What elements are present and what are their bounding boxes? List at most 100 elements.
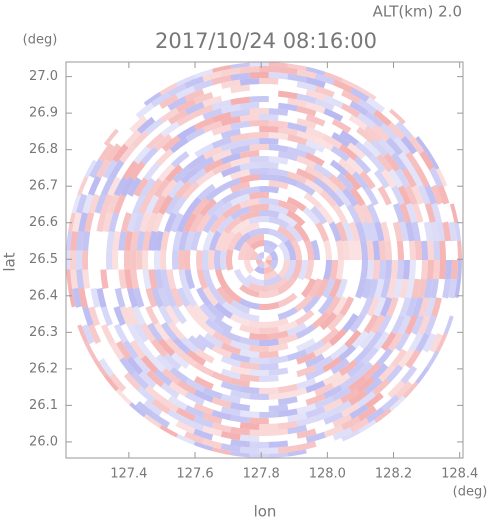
field-cell xyxy=(408,240,417,260)
field-cell xyxy=(137,386,156,404)
field-cell xyxy=(388,331,404,352)
x-unit: (deg) xyxy=(453,485,488,500)
field-cell xyxy=(204,332,224,348)
field-cell xyxy=(239,410,260,418)
field-cell xyxy=(229,339,251,351)
field-cell xyxy=(349,404,369,420)
field-cell xyxy=(190,230,202,251)
field-cell xyxy=(400,365,418,385)
field-cell xyxy=(323,95,344,109)
field-cell xyxy=(277,199,298,214)
field-cell xyxy=(122,160,139,180)
field-cell xyxy=(426,150,442,170)
field-cell xyxy=(392,221,403,242)
field-cell xyxy=(178,351,198,368)
field-cell xyxy=(155,353,174,372)
field-cell xyxy=(129,340,146,360)
field-cell xyxy=(335,278,348,299)
chart-title: 2017/10/24 08:16:00 xyxy=(155,29,377,53)
field-cell xyxy=(154,269,164,290)
field-cell xyxy=(269,260,278,270)
field-cell xyxy=(420,260,428,280)
field-cell xyxy=(215,230,229,251)
field-cell xyxy=(259,186,280,194)
field-cell xyxy=(176,111,196,127)
field-cell xyxy=(102,127,119,146)
field-cell xyxy=(415,366,432,386)
field-cell xyxy=(429,333,443,353)
field-cell xyxy=(349,417,370,433)
field-cell xyxy=(370,139,389,157)
field-cell xyxy=(220,355,241,368)
field-cell xyxy=(277,306,298,321)
x-tick-label: 127.6 xyxy=(176,467,213,482)
field-cell xyxy=(374,408,393,425)
field-cell xyxy=(142,90,162,106)
field-cell xyxy=(268,228,289,244)
field-cell xyxy=(239,434,260,442)
field-cell xyxy=(119,356,136,376)
field-cell xyxy=(408,260,417,280)
field-cell xyxy=(294,294,313,312)
field-cell xyxy=(239,324,260,334)
field-cell xyxy=(391,152,407,172)
field-cell xyxy=(185,378,206,393)
field-cell xyxy=(239,422,260,430)
field-cell xyxy=(249,62,269,67)
field-cell xyxy=(114,287,126,308)
field-cell xyxy=(328,328,347,346)
field-cell xyxy=(212,161,232,176)
field-cell xyxy=(268,156,289,165)
field-cell xyxy=(150,338,168,358)
field-cell xyxy=(287,171,308,184)
field-cell xyxy=(322,357,342,373)
field-cell xyxy=(329,260,339,280)
field-cell xyxy=(116,340,132,360)
field-cell xyxy=(193,428,214,441)
field-cell xyxy=(244,245,255,260)
field-cell xyxy=(312,176,332,194)
field-cell xyxy=(133,177,149,197)
field-cell xyxy=(314,409,335,422)
field-cell xyxy=(265,260,273,266)
field-cell xyxy=(259,138,279,145)
field-cell xyxy=(346,203,361,224)
field-cell xyxy=(360,240,368,260)
field-cell xyxy=(287,387,308,398)
field-cell xyxy=(136,250,143,270)
field-cell xyxy=(196,287,212,307)
field-cell xyxy=(114,388,132,407)
field-cell xyxy=(259,375,279,382)
field-cell xyxy=(220,431,241,441)
field-cell xyxy=(405,151,421,171)
field-cell xyxy=(220,381,241,392)
field-cell xyxy=(305,152,325,167)
field-cell xyxy=(230,313,251,327)
field-cell xyxy=(317,205,335,225)
field-cell xyxy=(269,250,279,260)
field-cell xyxy=(258,197,280,206)
field-cell xyxy=(386,296,399,317)
field-cell xyxy=(229,181,251,193)
field-cell xyxy=(268,216,289,229)
field-cell xyxy=(199,198,217,217)
field-cell xyxy=(123,372,142,391)
field-cell xyxy=(314,382,335,397)
field-cell xyxy=(353,203,367,224)
field-cell xyxy=(385,137,403,156)
field-cell xyxy=(259,114,279,121)
field-cell xyxy=(396,260,404,280)
field-cell xyxy=(323,411,344,425)
field-cell xyxy=(161,368,181,385)
field-cell xyxy=(411,185,425,205)
field-cell xyxy=(417,315,431,336)
field-cell xyxy=(336,172,355,191)
field-cell xyxy=(145,212,158,233)
field-cell xyxy=(230,402,250,412)
field-cell xyxy=(330,358,350,375)
y-tick-label: 26.2 xyxy=(29,361,58,376)
field-cell xyxy=(136,230,146,251)
field-cell xyxy=(108,212,120,233)
field-cell xyxy=(342,313,359,333)
field-cell xyxy=(221,230,236,251)
